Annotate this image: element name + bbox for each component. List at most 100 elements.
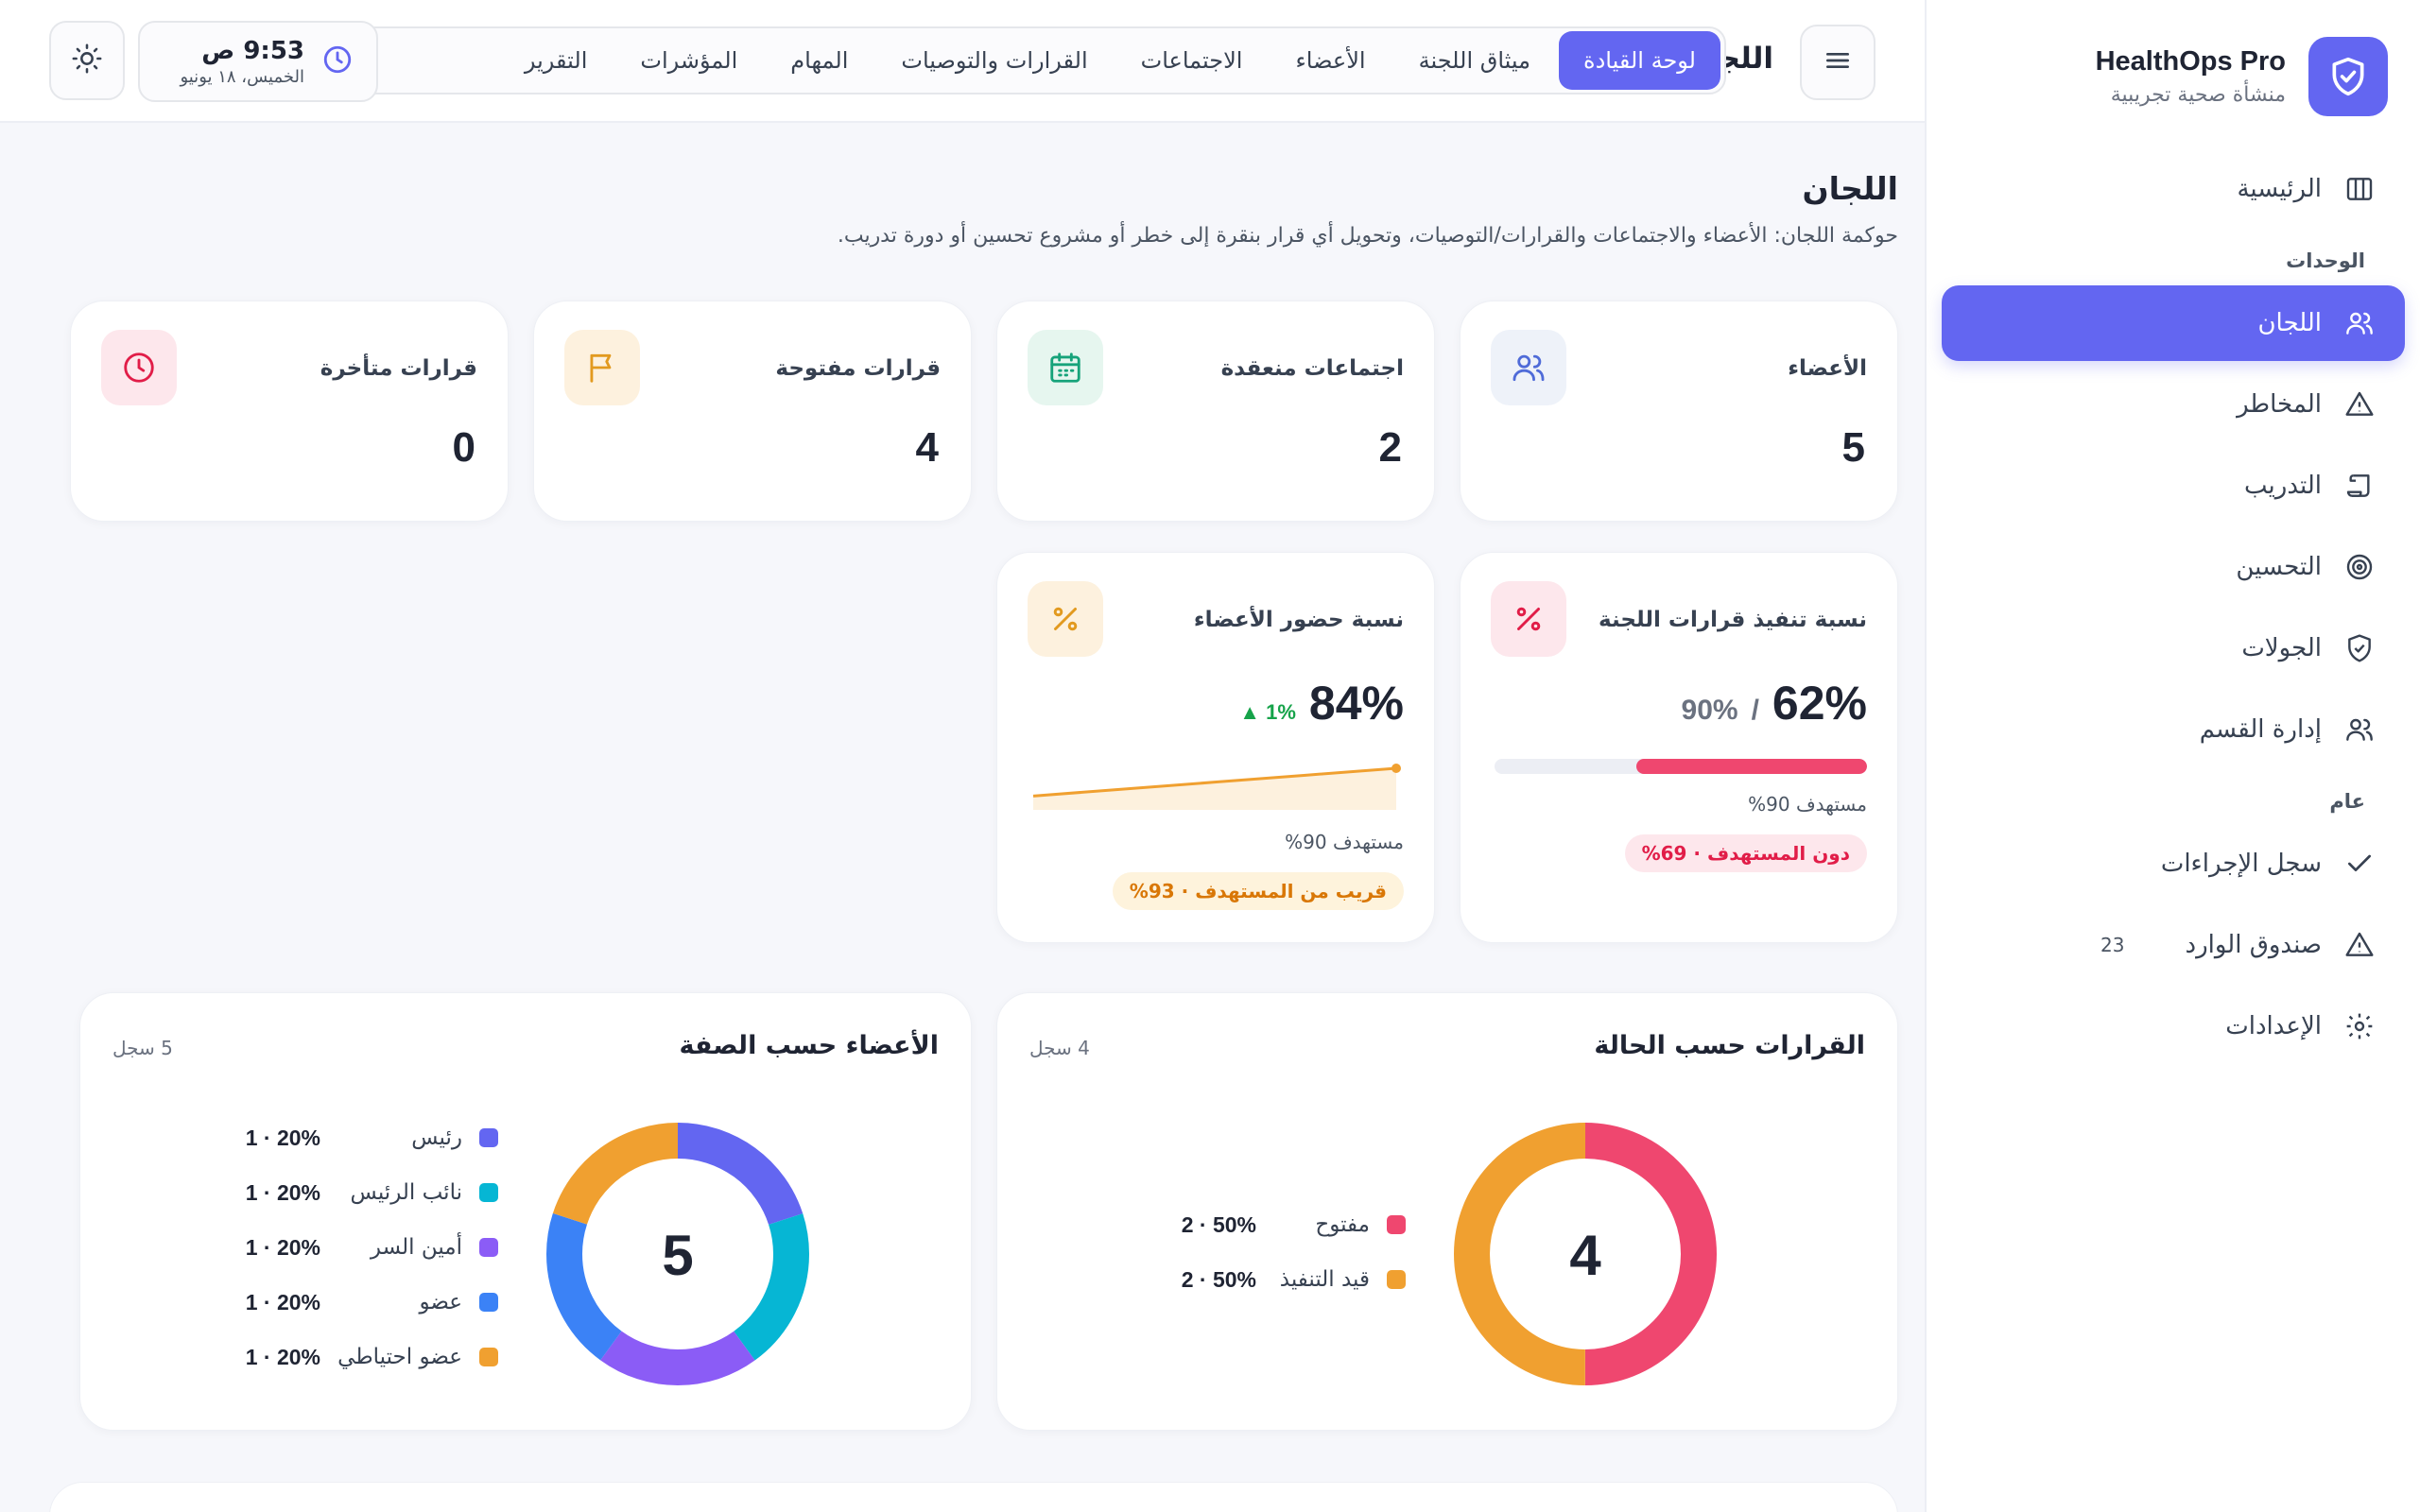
percent-icon	[1491, 581, 1566, 657]
check-icon	[2342, 847, 2377, 881]
theme-toggle-button[interactable]	[49, 21, 125, 100]
metric-target-text: مستهدف 90%	[1285, 831, 1404, 853]
metric-value: 62%	[1772, 677, 1867, 730]
donut-slice-1	[1454, 1123, 1717, 1385]
clock-widget: 9:53 ص الخميس، ١٨ يونيو	[138, 21, 378, 102]
sidebar-item-improvement[interactable]: التحسين	[1942, 529, 2405, 605]
sidebar-item-inbox[interactable]: صندوق الوارد 23	[1942, 907, 2405, 983]
legend-swatch	[1387, 1215, 1406, 1234]
legend-swatch	[1387, 1270, 1406, 1289]
tab-dashboard[interactable]: لوحة القيادة	[1559, 31, 1720, 90]
menu-icon	[1823, 45, 1853, 79]
legend-swatch	[479, 1238, 498, 1257]
warning-icon	[2342, 928, 2377, 962]
members-by-role-card: الأعضاء حسب الصفة 5 سجل 5 رئيس 1 · 20% ن…	[79, 992, 972, 1431]
legend-item: نائب الرئيس 1 · 20%	[246, 1165, 498, 1220]
kpi-card-late-decisions: قرارات متأخرة 0	[70, 301, 509, 522]
donut-slice-1	[546, 1123, 809, 1385]
legend-value: 1 · 20%	[245, 1125, 320, 1150]
legend-swatch	[479, 1293, 498, 1312]
sidebar-item-label: التحسين	[2236, 553, 2322, 581]
kpi-card-members: الأعضاء 5	[1460, 301, 1898, 522]
sidebar-item-home[interactable]: الرئيسية	[1942, 151, 2405, 227]
sidebar-item-department[interactable]: إدارة القسم	[1942, 692, 2405, 767]
clock-icon	[321, 43, 354, 79]
legend-value: 1 · 20%	[245, 1234, 320, 1260]
sidebar-item-label: الرئيسية	[2237, 175, 2322, 203]
legend-item: قيد التنفيذ 2 · 50%	[1182, 1252, 1406, 1307]
users-icon	[2342, 306, 2377, 340]
calendar-icon	[1028, 330, 1103, 405]
legend-label: قيد التنفيذ	[1279, 1267, 1370, 1292]
tab-members[interactable]: الأعضاء	[1295, 47, 1366, 74]
tab-report[interactable]: التقرير	[524, 47, 588, 74]
sidebar-nav: الرئيسية الوحدات اللجان المخاطر التدريب	[1942, 151, 2405, 1070]
legend-item: عضو 1 · 20%	[246, 1275, 498, 1330]
donut-slice-2	[546, 1123, 809, 1385]
legend-swatch	[479, 1128, 498, 1147]
page-title: اللجان	[1802, 170, 1898, 207]
clock-date: الخميس، ١٨ يونيو	[180, 66, 304, 87]
shield-check-icon	[2342, 631, 2377, 665]
metric-target: 90%	[1681, 695, 1738, 726]
legend-label: عضو احتياطي	[337, 1345, 462, 1369]
legend-swatch	[479, 1348, 498, 1366]
legend-label: نائب الرئيس	[350, 1180, 462, 1205]
sidebar-item-risks[interactable]: المخاطر	[1942, 367, 2405, 442]
sidebar-item-label: المخاطر	[2237, 390, 2322, 419]
kpi-card-meetings: اجتماعات منعقدة 2	[996, 301, 1435, 522]
tab-meetings[interactable]: الاجتماعات	[1140, 47, 1243, 74]
metric-card-execution-rate: نسبة تنفيذ قرارات اللجنة 90% / 62% مستهد…	[1460, 552, 1898, 943]
tab-decisions[interactable]: القرارات والتوصيات	[901, 47, 1088, 74]
sidebar-item-label: سجل الإجراءات	[2160, 850, 2322, 878]
execution-progress-fill	[1635, 759, 1867, 774]
members-donut-chart: 5	[546, 1123, 809, 1385]
brand-title: HealthOps Pro	[2095, 46, 2286, 77]
metric-label: نسبة حضور الأعضاء	[1193, 608, 1404, 632]
warning-icon	[2342, 387, 2377, 421]
decisions-legend: مفتوح 2 · 50% قيد التنفيذ 2 · 50%	[1182, 1197, 1406, 1307]
kpi-label: الأعضاء	[1788, 356, 1867, 381]
columns-icon	[2342, 172, 2377, 206]
execution-progress-bar	[1495, 759, 1867, 774]
status-badge: قريب من المستهدف · 93%	[1112, 872, 1404, 910]
tab-tasks[interactable]: المهام	[790, 47, 849, 74]
tab-charter[interactable]: ميثاق اللجنة	[1418, 47, 1531, 74]
gear-icon	[2342, 1009, 2377, 1043]
sidebar-item-settings[interactable]: الإعدادات	[1942, 988, 2405, 1064]
metric-value: 84%	[1308, 677, 1404, 730]
metric-label: نسبة تنفيذ قرارات اللجنة	[1599, 608, 1867, 632]
record-count: 5 سجل	[112, 1037, 173, 1059]
page-description: حوكمة اللجان: الأعضاء والاجتماعات والقرا…	[837, 224, 1898, 248]
brand: HealthOps Pro منشأة صحية تجريبية	[1959, 34, 2388, 119]
sun-icon	[71, 43, 103, 78]
sidebar-item-rounds[interactable]: الجولات	[1942, 610, 2405, 686]
target-icon	[2342, 550, 2377, 584]
donut-center-total: 4	[1569, 1224, 1601, 1287]
legend-label: أمين السر	[370, 1235, 462, 1260]
legend-item: رئيس 1 · 20%	[246, 1110, 498, 1165]
menu-button[interactable]	[1800, 25, 1876, 100]
legend-value: 1 · 20%	[245, 1289, 320, 1314]
sidebar: HealthOps Pro منشأة صحية تجريبية الرئيسي…	[1925, 0, 2420, 1512]
inbox-count-badge: 23	[2100, 934, 2125, 956]
legend-value: 1 · 20%	[245, 1179, 320, 1205]
sidebar-item-training[interactable]: التدريب	[1942, 448, 2405, 524]
legend-label: عضو	[419, 1290, 462, 1314]
decisions-by-status-card: القرارات حسب الحالة 4 سجل 4 مفتوح 2 · 50…	[996, 992, 1898, 1431]
sidebar-item-label: إدارة القسم	[2199, 715, 2322, 744]
sidebar-item-audit-log[interactable]: سجل الإجراءات	[1942, 826, 2405, 902]
donut-center-total: 5	[662, 1224, 693, 1287]
sidebar-item-label: اللجان	[2257, 309, 2322, 337]
tab-indicators[interactable]: المؤشرات	[640, 47, 738, 74]
kpi-value: 4	[915, 424, 939, 471]
page-header: اللجان حوكمة اللجان: الأعضاء والاجتماعات…	[49, 170, 1898, 248]
sidebar-item-committees[interactable]: اللجان	[1942, 285, 2405, 361]
record-count: 4 سجل	[1029, 1037, 1090, 1059]
brand-subtitle: منشأة صحية تجريبية	[2110, 83, 2286, 107]
sidebar-section-units: الوحدات	[2286, 249, 2365, 272]
module-tabs: لوحة القيادة ميثاق اللجنة الأعضاء الاجتم…	[284, 26, 1726, 94]
legend-label: مفتوح	[1315, 1212, 1370, 1237]
card-title: الأعضاء حسب الصفة	[679, 1031, 939, 1060]
legend-label: رئيس	[411, 1125, 462, 1150]
